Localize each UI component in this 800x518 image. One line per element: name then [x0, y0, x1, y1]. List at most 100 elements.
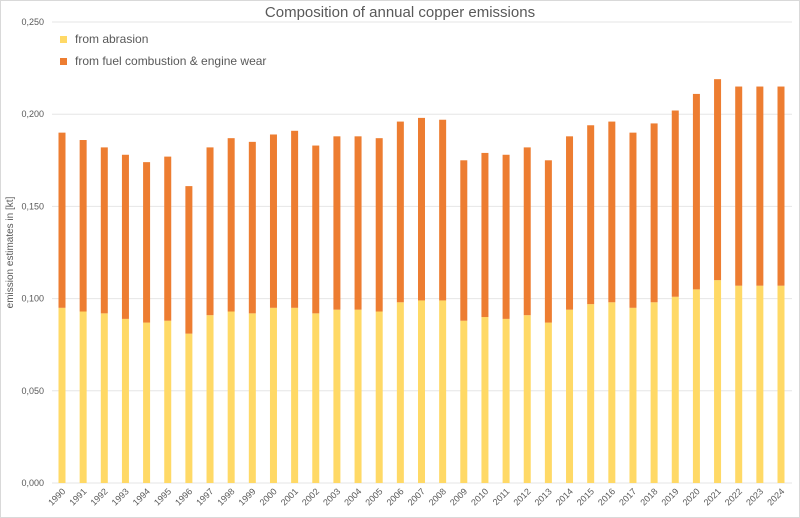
bar-fuel-combustion [121, 154, 129, 319]
bar-fuel-combustion [248, 141, 256, 314]
x-tick-label: 2012 [511, 486, 532, 507]
x-tick-label: 2022 [723, 486, 744, 507]
bar-fuel-combustion [227, 138, 235, 312]
x-tick-label: 1997 [194, 486, 215, 507]
x-tick-label: 2010 [469, 486, 490, 507]
bar-abrasion [460, 320, 468, 483]
bar-abrasion [481, 317, 489, 483]
x-tick-label: 1990 [46, 486, 67, 507]
legend-item-fuel: from fuel combustion & engine wear [60, 54, 266, 68]
y-tick-label: 0,150 [21, 201, 44, 211]
bar-fuel-combustion [79, 140, 87, 312]
bar-abrasion [502, 318, 510, 483]
legend-swatch-fuel [60, 57, 67, 65]
bar-abrasion [587, 304, 595, 483]
bar-abrasion [523, 315, 531, 483]
x-tick-label: 2000 [258, 486, 279, 507]
bar-fuel-combustion [418, 117, 425, 301]
x-tick-label: 2011 [491, 486, 512, 507]
bar-abrasion [100, 313, 108, 483]
bar-fuel-combustion [735, 86, 743, 286]
bar-fuel-combustion [185, 186, 193, 334]
bar-abrasion [418, 300, 425, 483]
bar-abrasion [79, 311, 87, 483]
bar-fuel-combustion [460, 160, 468, 321]
bar-abrasion [333, 309, 341, 483]
bar-abrasion [185, 333, 193, 483]
x-tick-label: 2001 [279, 486, 300, 507]
bar-abrasion [312, 313, 320, 483]
bar-fuel-combustion [143, 162, 151, 323]
legend-item-abrasion: from abrasion [60, 32, 148, 46]
bar-fuel-combustion [333, 136, 341, 310]
y-tick-label: 0,200 [21, 109, 44, 119]
x-tick-label: 2005 [363, 486, 384, 507]
bar-abrasion [227, 311, 235, 483]
bar-abrasion [439, 300, 447, 483]
y-tick-label: 0,250 [21, 17, 44, 27]
bar-abrasion [544, 322, 552, 483]
bar-abrasion [164, 320, 172, 483]
x-tick-label: 2008 [427, 486, 448, 507]
x-tick-label: 2004 [342, 486, 363, 507]
x-tick-label: 2016 [596, 486, 617, 507]
bar-abrasion [58, 307, 66, 483]
bar-abrasion [396, 302, 404, 483]
chart-title: Composition of annual copper emissions [264, 4, 536, 21]
bar-fuel-combustion [692, 93, 700, 290]
bar-fuel-combustion [756, 86, 764, 286]
bar-abrasion [671, 296, 679, 483]
legend-label: from abrasion [75, 32, 149, 46]
bar-fuel-combustion [354, 136, 362, 310]
bar-fuel-combustion [206, 147, 214, 316]
bar-fuel-combustion [312, 145, 320, 314]
x-tick-label: 2009 [448, 486, 469, 507]
bar-abrasion [777, 285, 785, 483]
bar-fuel-combustion [777, 86, 785, 286]
bar-abrasion [735, 285, 743, 483]
x-tick-label: 2023 [744, 486, 765, 507]
bar-fuel-combustion [375, 138, 383, 312]
bar-abrasion [121, 318, 129, 483]
bar-fuel-combustion [269, 134, 277, 308]
bar-fuel-combustion [566, 136, 574, 310]
x-tick-label: 1999 [237, 486, 258, 507]
x-tick-label: 2007 [406, 486, 427, 507]
x-tick-label: 2024 [765, 486, 786, 507]
bar-abrasion [629, 307, 637, 483]
legend-swatch-abrasion [60, 35, 67, 43]
x-tick-label: 2019 [659, 486, 680, 507]
y-tick-label: 0,050 [21, 386, 44, 396]
bar-abrasion [375, 311, 383, 483]
x-tick-label: 2020 [681, 486, 702, 507]
x-tick-label: 2021 [702, 486, 723, 507]
bar-fuel-combustion [587, 125, 595, 305]
x-tick-label: 2015 [575, 486, 596, 507]
bar-abrasion [269, 307, 277, 483]
bar-abrasion [650, 302, 658, 483]
bar-abrasion [608, 302, 616, 483]
y-axis-label: emission estimates in [kt] [5, 196, 16, 308]
bar-abrasion [354, 309, 362, 483]
x-tick-label: 2006 [385, 486, 406, 507]
bar-abrasion [692, 289, 700, 483]
bar-fuel-combustion [291, 130, 299, 308]
bar-fuel-combustion [481, 152, 489, 318]
bar-fuel-combustion [58, 132, 66, 308]
bar-fuel-combustion [100, 147, 108, 314]
bar-abrasion [206, 315, 214, 483]
x-tick-label: 1993 [110, 486, 131, 507]
bar-fuel-combustion [523, 147, 531, 316]
bar-fuel-combustion [164, 156, 172, 321]
bar-fuel-combustion [502, 154, 510, 319]
x-tick-label: 1995 [152, 486, 173, 507]
bar-fuel-combustion [714, 79, 722, 281]
x-tick-label: 2002 [300, 486, 321, 507]
x-tick-label: 1994 [131, 486, 152, 507]
bar-abrasion [714, 280, 722, 483]
x-tick-label: 2017 [617, 486, 638, 507]
bar-abrasion [291, 307, 299, 483]
x-tick-label: 2018 [638, 486, 659, 507]
x-tick-label: 1991 [67, 486, 88, 507]
